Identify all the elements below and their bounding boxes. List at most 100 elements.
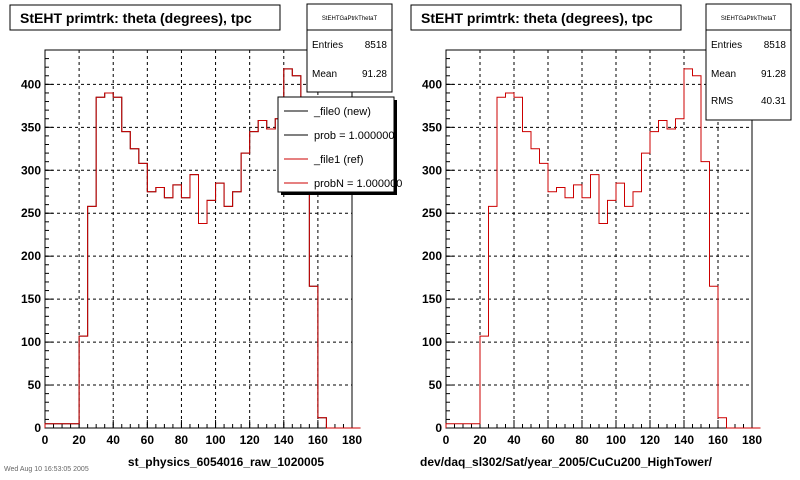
chart-title-box (410, 4, 682, 31)
histogram-bin (642, 153, 651, 428)
histogram-bin (506, 93, 515, 428)
histogram-bin (531, 149, 540, 428)
x-tick-label: 40 (107, 433, 121, 447)
legend-entry: _file0 (new) (313, 106, 371, 118)
histogram-bin (130, 149, 139, 428)
x-tick-label: 60 (541, 433, 555, 447)
histogram-bin (309, 286, 318, 428)
chart-panel-1: 0 20 40 60 80 100 120 140 160 180 0 50 100 150 200 250 3… (9, 3, 402, 469)
series-line-1 (445, 68, 761, 429)
chart-panel-2: 0 20 40 60 80 100 120 140 160 180 0 50 100 150 200 250 3… (410, 3, 792, 469)
histogram-bin (301, 162, 310, 428)
histogram-bin (96, 97, 105, 428)
y-tick-label: 350 (422, 120, 442, 134)
x-axis-caption: dev/daq_sl302/Sat/year_2005/CuCu200_High… (420, 455, 713, 469)
x-tick-label: 60 (141, 433, 155, 447)
histogram-bin (616, 183, 625, 428)
histogram-bin (463, 424, 472, 428)
histogram-bin (480, 336, 489, 428)
x-tick-label: 20 (72, 433, 86, 447)
histogram-bin (548, 192, 557, 428)
stats-label: RMS (711, 96, 734, 107)
histogram-bin (540, 163, 549, 428)
histogram-bin (233, 192, 242, 428)
stats-value: 91.28 (362, 69, 387, 80)
stats-value: 40.31 (761, 96, 786, 107)
histogram-bin (446, 424, 455, 428)
histogram-bin (207, 200, 216, 428)
y-tick-label: 300 (422, 163, 442, 177)
x-tick-label: 0 (443, 433, 450, 447)
stats-label: Mean (711, 69, 736, 80)
histogram-bin (62, 424, 71, 428)
histogram-bin (523, 132, 532, 428)
y-tick-label: 100 (21, 335, 41, 349)
histogram-bin (633, 192, 642, 428)
y-tick-label: 100 (422, 335, 442, 349)
stats-label: Entries (711, 40, 742, 51)
histogram-bin (190, 175, 199, 428)
histogram-bin (199, 224, 208, 428)
x-tick-label: 140 (674, 433, 694, 447)
legend-entry: prob = 1.000000 (314, 130, 394, 142)
x-axis-caption: st_physics_6054016_raw_1020005 (128, 455, 324, 469)
histogram-bin (122, 132, 131, 428)
y-tick-label: 400 (422, 77, 442, 91)
x-tick-label: 180 (342, 433, 362, 447)
y-tick-label: 150 (422, 292, 442, 306)
x-tick-label: 100 (606, 433, 626, 447)
histogram-bin (164, 198, 173, 428)
histogram-bin (318, 418, 327, 428)
stats-value: 8518 (365, 40, 388, 51)
x-tick-label: 0 (42, 433, 49, 447)
histogram-bin (514, 97, 523, 428)
stats-value: 91.28 (761, 69, 786, 80)
histogram-bin (45, 424, 54, 428)
x-tick-label: 140 (274, 433, 294, 447)
histogram-bin (241, 153, 250, 428)
histogram-bin (156, 187, 165, 428)
y-tick-label: 0 (34, 421, 41, 435)
histogram-bin (139, 163, 148, 428)
histogram-bin (676, 119, 685, 428)
chart-title-box (9, 4, 281, 31)
y-tick-label: 300 (21, 163, 41, 177)
histogram-bin (147, 192, 156, 428)
histogram-bin (489, 206, 498, 428)
x-tick-label: 40 (507, 433, 521, 447)
histogram-bin (216, 183, 225, 428)
x-tick-label: 20 (473, 433, 487, 447)
histogram-bin (574, 185, 583, 428)
histogram-bin (173, 185, 182, 428)
y-tick-label: 250 (21, 206, 41, 220)
histogram-bin (710, 286, 719, 428)
x-tick-label: 160 (308, 433, 328, 447)
y-tick-label: 200 (21, 249, 41, 263)
histogram-bin (113, 97, 122, 428)
footer-stamp: Wed Aug 10 16:53:05 2005 (4, 466, 89, 473)
histogram-bin (54, 424, 63, 428)
histogram-bin (650, 132, 659, 428)
stats-label: Entries (312, 40, 343, 51)
histogram-bin (701, 162, 710, 428)
histogram-bin (599, 224, 608, 428)
legend-entry: probN = 1.000000 (314, 178, 402, 190)
histogram-bin (718, 418, 727, 428)
histogram-bin (250, 132, 259, 428)
histogram-bin (455, 424, 464, 428)
y-tick-label: 400 (21, 77, 41, 91)
legend-entry: _file1 (ref) (313, 154, 364, 166)
histogram-bin (565, 198, 574, 428)
x-tick-label: 80 (575, 433, 589, 447)
histogram-bin (591, 175, 600, 428)
histogram-bin (659, 120, 668, 428)
histogram-bin (582, 198, 591, 428)
y-tick-label: 50 (28, 378, 42, 392)
series-line-2 (44, 68, 361, 429)
x-tick-label: 100 (206, 433, 226, 447)
stats-label: Mean (312, 69, 337, 80)
histogram-bin (693, 76, 702, 428)
histogram-bin (79, 336, 88, 428)
chart-title: StEHT primtrk: theta (degrees), tpc (20, 10, 252, 26)
y-tick-label: 50 (429, 378, 443, 392)
